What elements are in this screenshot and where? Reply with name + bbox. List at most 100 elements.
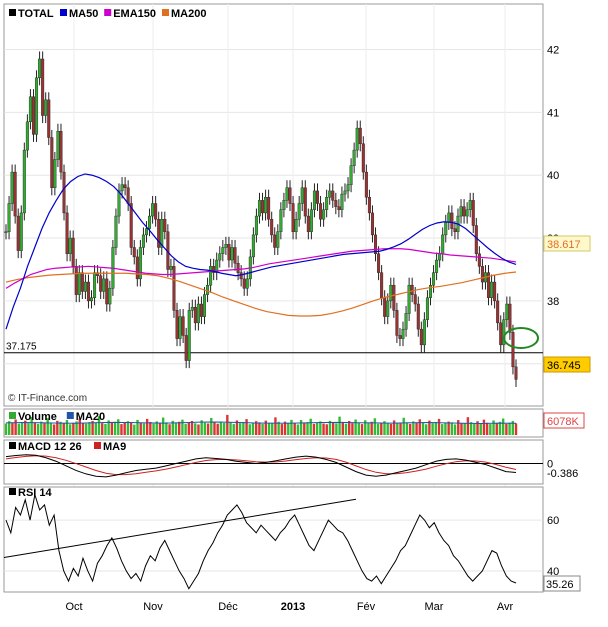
candle-body <box>294 219 298 232</box>
candle-body <box>56 131 60 160</box>
volume-bar <box>428 420 431 435</box>
candle-body <box>471 200 475 226</box>
volume-bar <box>226 414 229 435</box>
candle <box>315 183 319 212</box>
candle-body <box>7 203 11 232</box>
legend-swatch <box>9 9 16 16</box>
candle <box>28 89 32 130</box>
candle <box>364 164 368 205</box>
volume-bar <box>277 421 280 435</box>
candle <box>212 258 216 281</box>
candle-body <box>349 165 353 185</box>
legend-swatch <box>60 9 67 16</box>
volume-bar <box>46 418 49 435</box>
candle-body <box>343 190 347 195</box>
volume-bar <box>200 420 203 435</box>
candle <box>450 205 454 237</box>
candle-body <box>328 190 332 198</box>
candle <box>65 205 69 262</box>
candle-body <box>511 332 515 368</box>
candle <box>334 192 338 215</box>
candle-body <box>380 272 384 298</box>
candle <box>160 211 164 256</box>
candle <box>493 274 497 309</box>
candle-body <box>4 231 8 233</box>
volume-bar <box>360 424 364 435</box>
legend-swatch <box>9 412 16 419</box>
legend-swatch <box>9 442 16 449</box>
volume-bar <box>380 422 383 435</box>
candle-body <box>395 310 399 336</box>
candle-body <box>35 77 39 135</box>
candle <box>471 192 475 234</box>
candle-body <box>261 200 265 214</box>
volume-bar <box>344 423 348 435</box>
volume-bar <box>40 421 43 435</box>
price-tick-label: 40 <box>547 170 559 182</box>
candle <box>74 258 78 303</box>
volume-bar <box>514 423 518 435</box>
volume-bar <box>341 421 344 435</box>
last-price-box <box>543 356 591 373</box>
candle <box>50 129 54 196</box>
candle <box>129 195 133 256</box>
candle <box>7 195 11 240</box>
candle <box>261 192 265 221</box>
candle-body <box>254 215 258 236</box>
candle-body <box>144 228 148 236</box>
volume-bar <box>315 422 319 435</box>
candle-body <box>53 159 57 188</box>
candle <box>428 277 432 306</box>
volume-bar <box>75 421 78 435</box>
legend-label: MA20 <box>76 411 105 423</box>
volume-bar <box>479 423 482 435</box>
candle <box>215 252 219 281</box>
candle <box>31 89 35 142</box>
candle-body <box>16 215 20 251</box>
candle-body <box>462 206 466 217</box>
volume-bar <box>197 424 200 435</box>
candle-body <box>392 284 396 311</box>
legend-swatch <box>9 488 16 495</box>
candle-body <box>453 228 457 232</box>
volume-bar <box>437 418 441 435</box>
volume-bar <box>126 421 130 435</box>
candle-body <box>505 303 509 320</box>
candle <box>502 312 506 353</box>
volume-bar <box>107 420 110 435</box>
volume-bar <box>460 422 463 435</box>
candle-body <box>401 328 405 339</box>
candle-body <box>312 190 316 210</box>
candle <box>300 180 304 212</box>
candle <box>419 321 423 353</box>
candle-body <box>441 234 445 254</box>
candle-body <box>22 149 26 214</box>
x-axis-label: 2013 <box>281 601 305 613</box>
volume-value-box <box>543 412 585 429</box>
volume-bar <box>354 419 357 435</box>
price-axis-ticks: 424140393837 <box>547 45 559 371</box>
volume-bar <box>466 417 470 435</box>
candle <box>114 208 118 256</box>
candle <box>233 239 237 271</box>
candle-body <box>264 197 268 214</box>
candle-body <box>297 203 301 220</box>
volume-bar <box>84 423 88 435</box>
candle-body <box>502 319 506 346</box>
volume-legend: Volume MA20 <box>9 411 105 423</box>
candle-body <box>459 206 463 217</box>
volume-bar <box>469 422 473 435</box>
candle <box>490 274 494 306</box>
candle <box>62 164 66 221</box>
candle-body <box>181 316 185 336</box>
candle-body <box>28 96 32 123</box>
candle-body <box>138 247 142 280</box>
volume-bar <box>213 422 216 435</box>
candle <box>407 277 411 321</box>
candle <box>459 199 463 224</box>
candle-body <box>346 184 350 192</box>
volume-bar <box>402 417 405 435</box>
candle <box>135 249 139 287</box>
candle-body <box>468 200 472 210</box>
candle <box>35 70 39 142</box>
